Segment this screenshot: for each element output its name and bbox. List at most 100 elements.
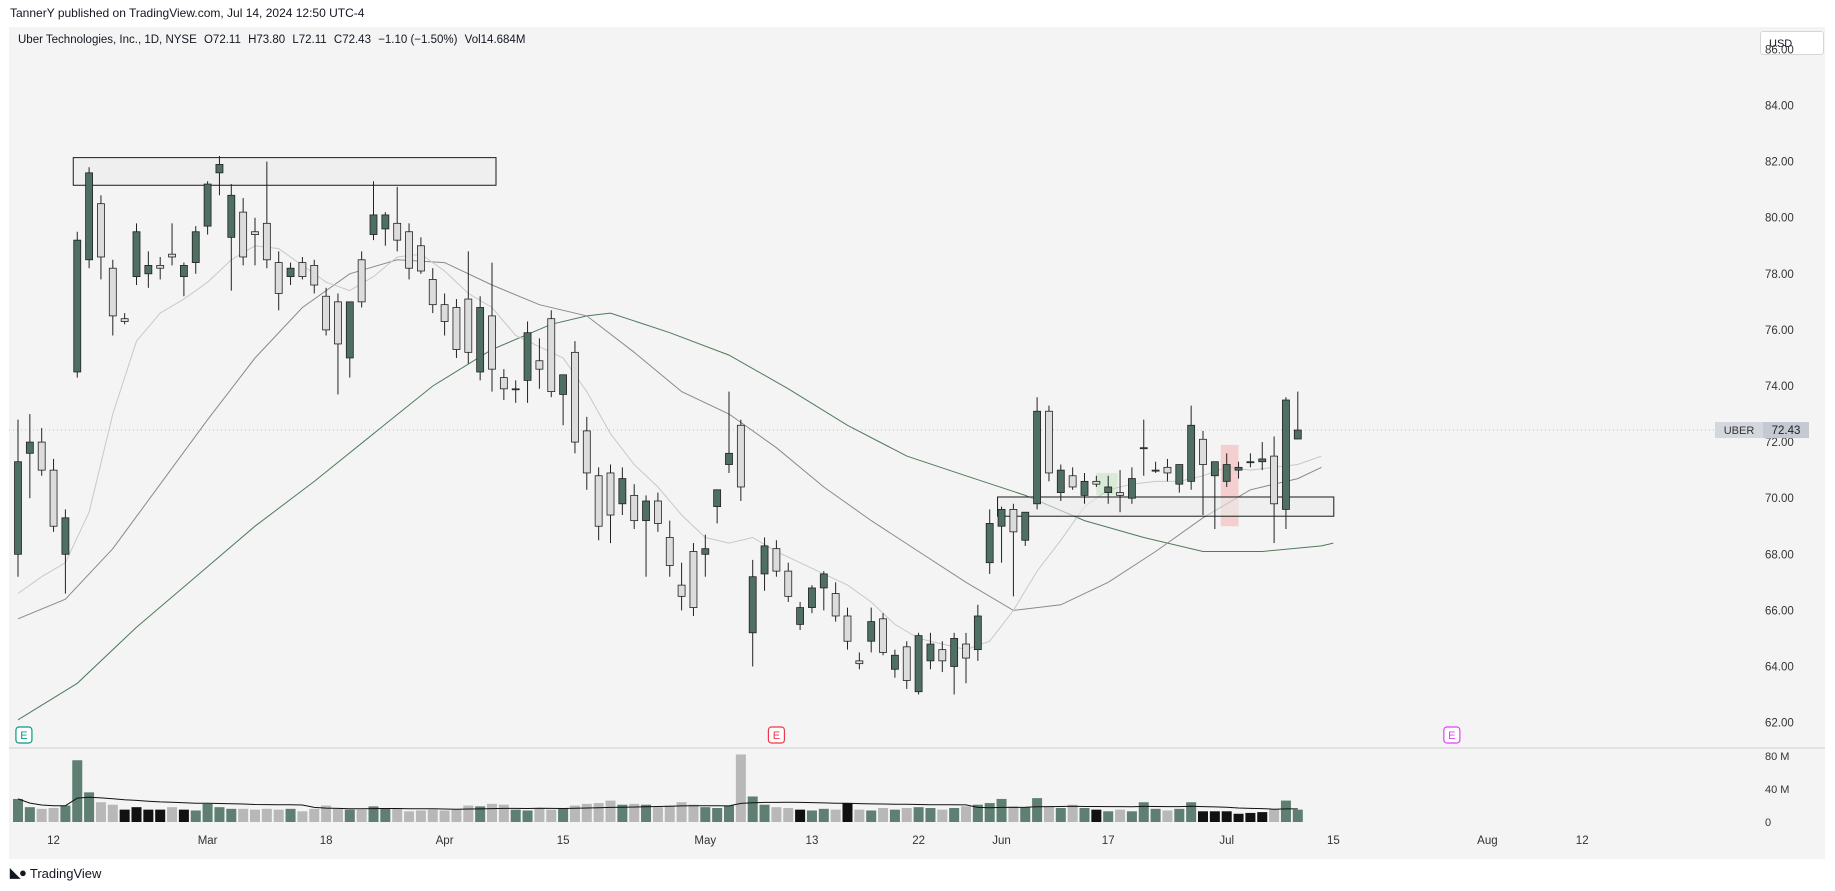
candle-body	[630, 494, 639, 522]
candle-body	[1033, 410, 1041, 505]
volume-bar	[1150, 808, 1161, 822]
price-tick-label: 70.00	[1765, 493, 1794, 505]
volume-bar	[1280, 800, 1291, 822]
candle	[274, 251, 283, 311]
candle	[298, 256, 307, 280]
candle	[85, 167, 93, 269]
candle	[179, 262, 188, 297]
time-tick-label: 12	[47, 835, 60, 847]
volume-tick-label: 40 M	[1765, 784, 1789, 796]
candle-body	[950, 638, 959, 667]
volume-bar	[818, 808, 829, 822]
time-tick-label: 18	[320, 835, 333, 847]
volume-bar	[498, 804, 509, 822]
volume-bar	[605, 800, 616, 822]
candle-body	[926, 643, 935, 662]
zone-rectangle	[72, 157, 497, 186]
candle-body	[1068, 475, 1077, 488]
candle	[286, 262, 295, 286]
tradingview-brand[interactable]: ◣● TradingView	[10, 865, 101, 881]
volume-bar	[250, 809, 260, 822]
candle-body	[49, 469, 58, 527]
volume-bar	[1103, 811, 1114, 822]
volume-bar	[617, 804, 628, 822]
candle	[14, 419, 22, 577]
candle-body	[559, 374, 567, 395]
candle-body	[262, 222, 271, 261]
candle	[511, 380, 520, 403]
candle-body	[689, 551, 698, 608]
price-tick-label: 84.00	[1765, 101, 1794, 113]
volume-bar	[984, 803, 995, 822]
volume-bar	[190, 810, 201, 822]
candle	[1163, 458, 1172, 482]
earnings-marker-box	[15, 726, 33, 744]
candle-body	[286, 267, 295, 278]
volume-bar	[1292, 809, 1303, 822]
candle	[488, 262, 496, 392]
volume-bar	[522, 810, 533, 822]
volume-bar	[569, 805, 580, 822]
candle-body	[772, 548, 781, 572]
volume-bar	[1245, 812, 1256, 822]
volume-bar	[451, 809, 462, 822]
candle	[973, 604, 982, 661]
candle	[1080, 472, 1089, 504]
volume-bar	[581, 803, 592, 822]
time-tick-label: Aug	[1477, 835, 1497, 847]
candle	[938, 641, 947, 673]
candle	[1175, 464, 1184, 493]
volume-bar	[712, 808, 723, 822]
volume-bar	[1008, 806, 1019, 822]
legend-volume: Vol14.684M	[464, 34, 526, 46]
volume-bar	[1269, 808, 1280, 822]
earnings-marker-icon: E	[767, 726, 786, 744]
candle-body	[1293, 429, 1302, 440]
volume-bar	[84, 792, 95, 822]
volume-bar	[593, 803, 604, 822]
currency-button[interactable]: USD	[1760, 31, 1824, 55]
volume-bar	[1043, 806, 1054, 822]
candle-body	[891, 654, 899, 670]
candle	[1199, 430, 1207, 516]
candle	[547, 310, 556, 398]
candle-body	[405, 231, 413, 269]
volume-bar	[463, 805, 474, 822]
candle	[831, 582, 840, 622]
candle-body	[606, 472, 615, 516]
volume-bar	[830, 809, 841, 822]
volume-bar	[297, 811, 308, 822]
candle-body	[14, 461, 22, 555]
volume-bar	[321, 805, 332, 822]
volume-bar	[724, 805, 734, 822]
candle	[808, 585, 816, 614]
candle-body	[144, 264, 153, 275]
candle	[25, 414, 34, 499]
candle-body	[1187, 424, 1196, 482]
candle-body	[819, 573, 828, 589]
candle-body	[1116, 492, 1124, 496]
volume-bar	[546, 809, 557, 822]
candle-body	[179, 264, 188, 278]
candle	[962, 632, 970, 684]
candle-body	[855, 660, 864, 665]
time-tick-label: Mar	[198, 835, 218, 847]
candle-body	[760, 545, 769, 575]
volume-bar	[996, 798, 1007, 822]
volume-bar	[652, 807, 663, 822]
candle-body	[97, 203, 105, 258]
earnings-marker-icon: E	[1443, 726, 1461, 744]
candle-body	[239, 211, 248, 258]
candle-body	[1045, 410, 1053, 474]
last-price-value-box	[1763, 422, 1809, 439]
candle-body	[736, 424, 745, 488]
volume-bar	[641, 804, 652, 822]
ma-slow-line	[17, 312, 1334, 721]
candle-body	[547, 318, 556, 393]
volume-bar	[155, 809, 166, 822]
candle	[1116, 470, 1124, 513]
time-tick-label: 22	[912, 835, 925, 847]
candle-body	[796, 607, 804, 625]
candle-body	[879, 618, 887, 653]
candle	[606, 464, 615, 544]
